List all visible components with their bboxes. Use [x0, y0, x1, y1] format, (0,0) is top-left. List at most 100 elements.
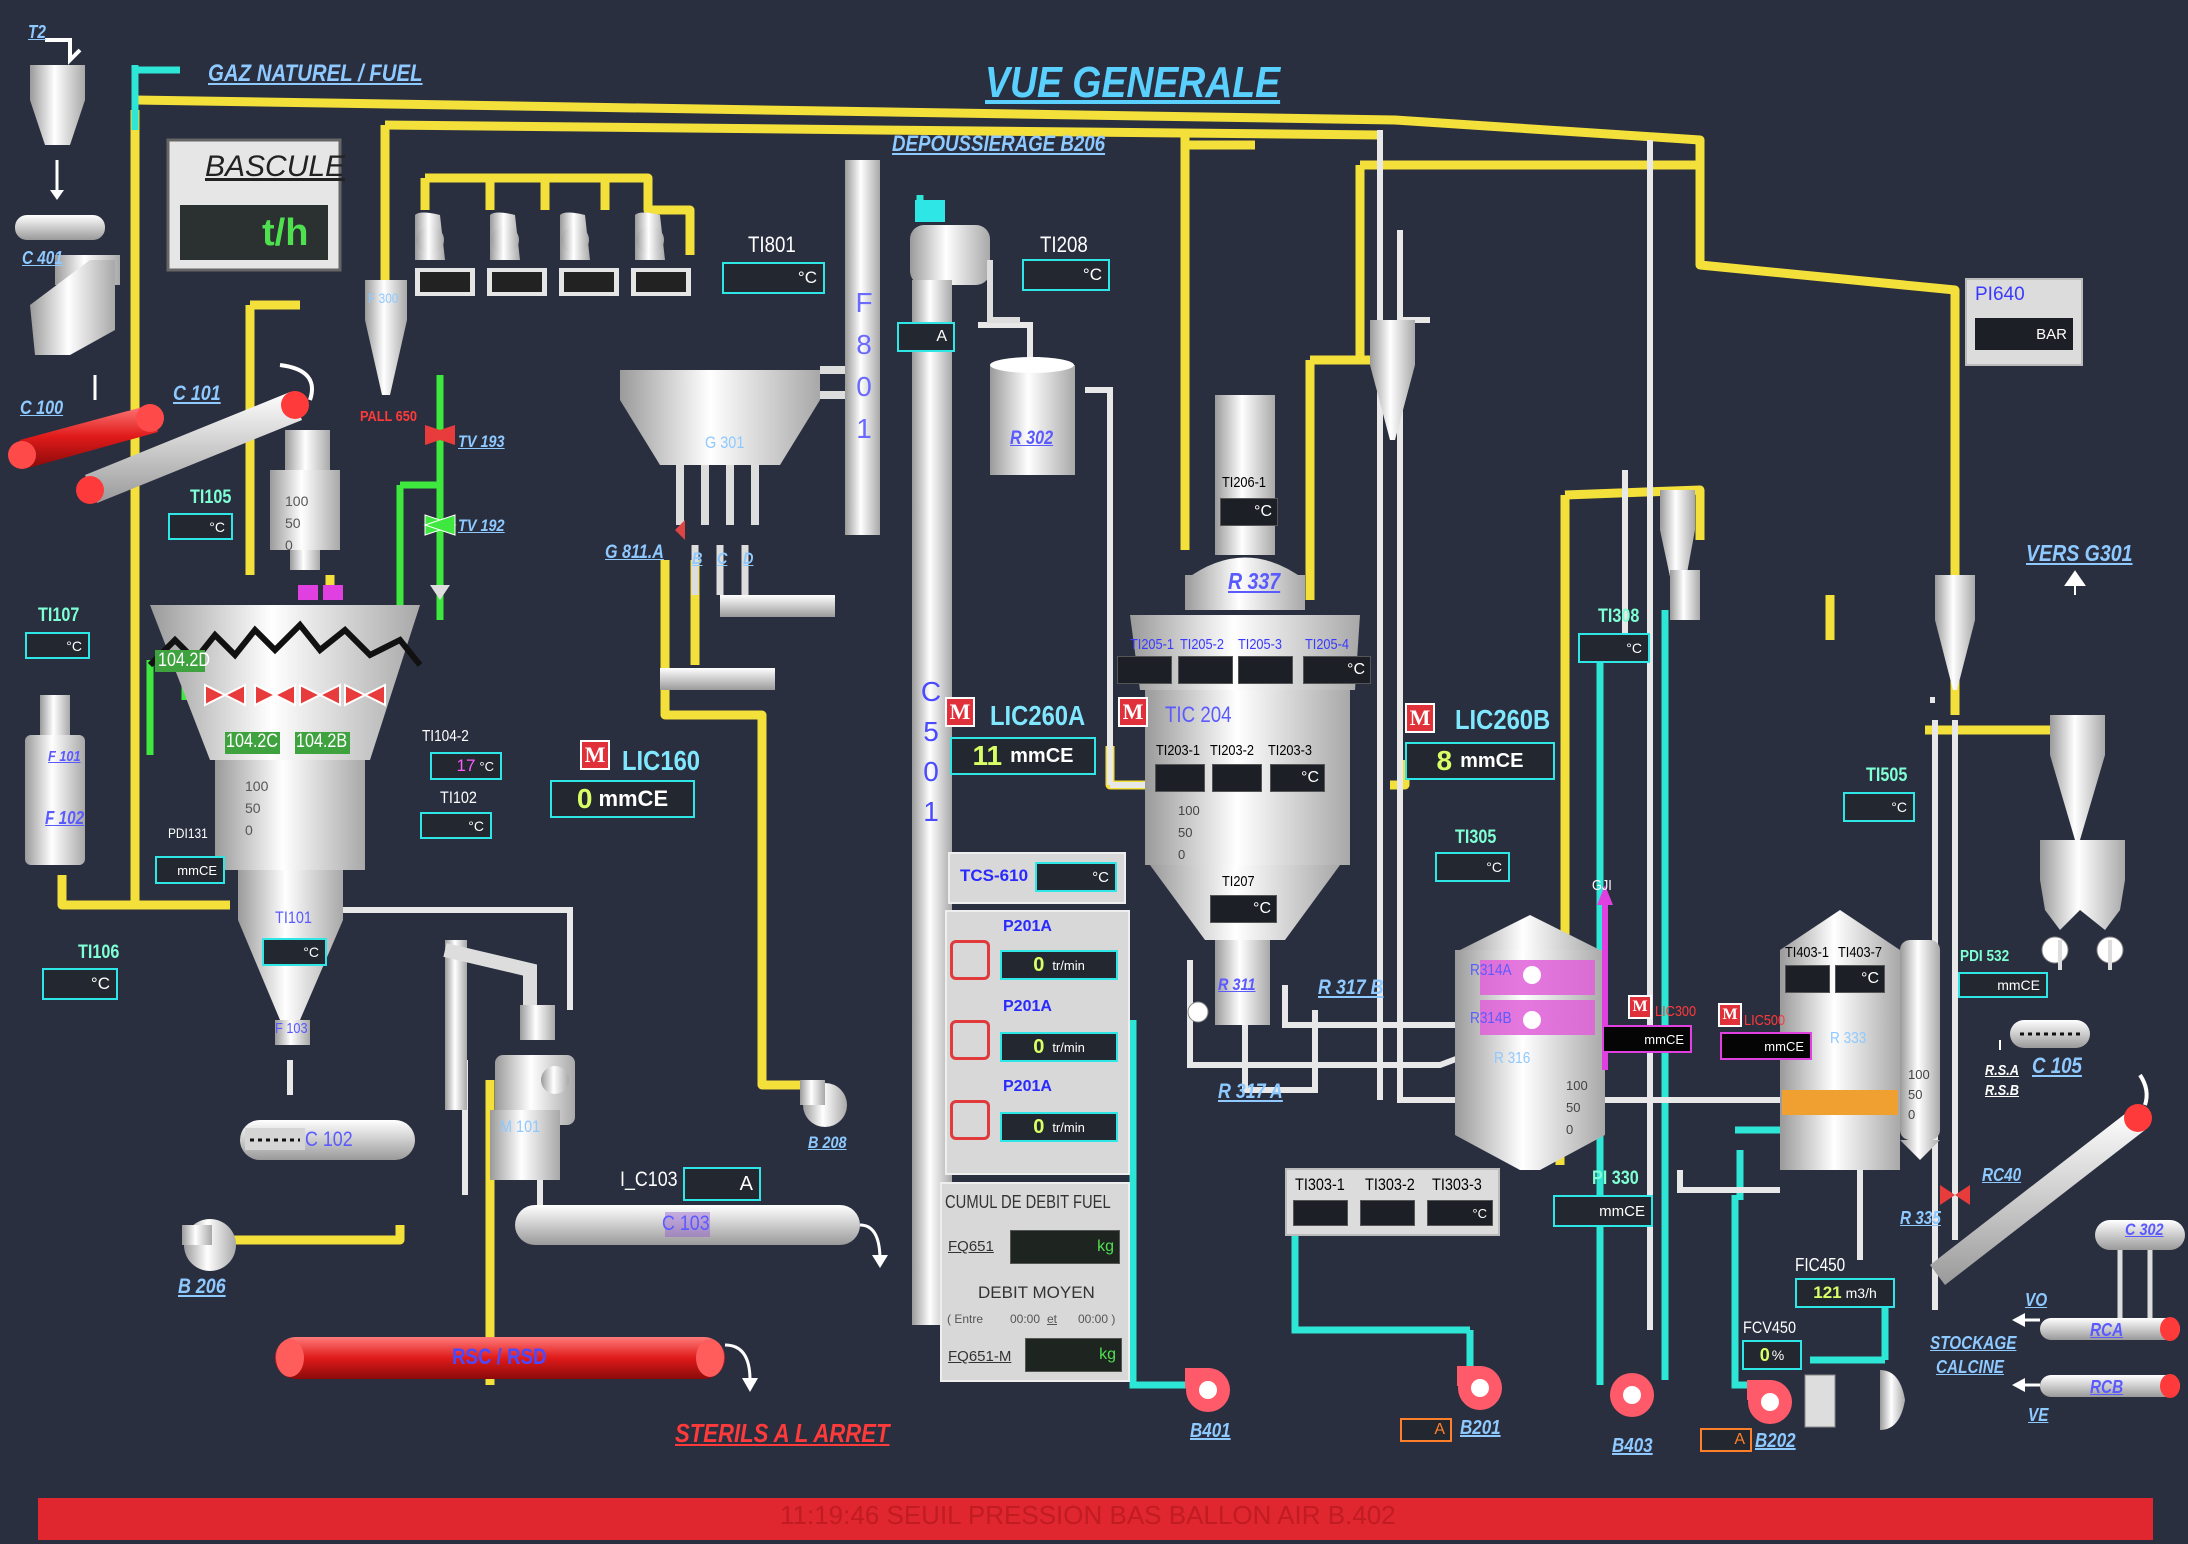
ti305-display[interactable]: °C [1435, 852, 1510, 882]
label-c105[interactable]: C 105 [2032, 1053, 2082, 1078]
label-b208[interactable]: B 208 [808, 1133, 847, 1152]
ti801-display[interactable]: °C [722, 262, 825, 294]
fcv450-display[interactable]: 0% [1742, 1340, 1802, 1370]
label-g811-b[interactable]: B [692, 549, 703, 568]
pump1-display[interactable]: 0 tr/min [1000, 950, 1118, 980]
pi640-display: BAR [1975, 318, 2073, 350]
gauge-r316: 100 50 0 [1566, 1075, 1588, 1141]
i-c103-display[interactable]: A [683, 1167, 761, 1201]
lic500-display[interactable]: mmCE [1720, 1032, 1812, 1060]
arrow-to-g301 [2064, 570, 2086, 595]
label-c103: C 103 [662, 1212, 710, 1235]
label-r335[interactable]: R 335 [1900, 1208, 1941, 1228]
lic500-motor-button[interactable]: M [1718, 1003, 1742, 1027]
lic260a-display[interactable]: 11 mmCE [950, 737, 1096, 775]
ti403-7-tag: TI403-7 [1838, 944, 1882, 961]
label-g811-c[interactable]: C [717, 549, 728, 568]
pi330-display[interactable]: mmCE [1553, 1195, 1653, 1227]
pdi532-display[interactable]: mmCE [1958, 972, 2048, 998]
storage-label-2: CALCINE [1936, 1357, 2004, 1377]
pump3-icon[interactable] [950, 1100, 990, 1140]
tic204-motor-button[interactable]: M [1118, 697, 1148, 727]
label-r302[interactable]: R 302 [1010, 428, 1054, 449]
label-c401[interactable]: C 401 [22, 248, 63, 268]
label-b206[interactable]: B 206 [178, 1275, 226, 1298]
column-c501 [910, 200, 1020, 1340]
ti208-display[interactable]: °C [1022, 259, 1110, 291]
lic300-motor-button[interactable]: M [1628, 995, 1652, 1019]
ti203-3-display[interactable]: °C [1270, 764, 1325, 792]
label-tv192[interactable]: TV 192 [458, 516, 505, 535]
lic260a-motor-button[interactable]: M [945, 697, 975, 727]
ti205-1-display[interactable] [1117, 656, 1172, 684]
label-rcb[interactable]: RCB [2090, 1377, 2124, 1397]
pump3-display[interactable]: 0 tr/min [1000, 1112, 1118, 1142]
label-r317b[interactable]: R 317 B [1318, 976, 1384, 999]
label-rsa[interactable]: R.S.A [1985, 1062, 2020, 1079]
ti102-display[interactable]: °C [420, 812, 492, 839]
ti205-4-display[interactable]: °C [1303, 656, 1371, 684]
column-right [1900, 940, 1940, 1160]
fq651m-display[interactable]: kg [1025, 1338, 1122, 1372]
ti106-display[interactable]: °C [42, 968, 118, 1000]
tcs610-display[interactable]: °C [1035, 862, 1117, 892]
pump2-value: 0 [1033, 1035, 1045, 1058]
ti105-display[interactable]: °C [168, 513, 233, 540]
ti203-1-display[interactable] [1155, 764, 1205, 792]
ti207-display[interactable]: °C [1210, 895, 1277, 923]
pump1-value: 0 [1033, 953, 1045, 976]
label-b403[interactable]: B403 [1612, 1435, 1653, 1457]
to-g301-link[interactable]: VERS G301 [2026, 540, 2133, 566]
label-r311[interactable]: R 311 [1218, 975, 1256, 994]
c501-amp-display[interactable]: A [897, 322, 955, 352]
conveyor-c105 [1999, 1020, 2090, 1050]
ti205-2-display[interactable] [1178, 656, 1233, 684]
ti205-3-display[interactable] [1238, 656, 1293, 684]
label-tv193[interactable]: TV 193 [458, 432, 505, 451]
ti208-tag: TI208 [1040, 232, 1088, 257]
ti107-display[interactable]: °C [25, 632, 90, 659]
ti203-2-display[interactable] [1212, 764, 1262, 792]
lic300-display[interactable]: mmCE [1602, 1025, 1692, 1053]
label-rc40[interactable]: RC40 [1982, 1165, 2022, 1185]
ti104-2-display[interactable]: 17 °C [430, 752, 502, 780]
lic160-display[interactable]: 0 mmCE [550, 780, 695, 818]
label-b401[interactable]: B401 [1190, 1420, 1231, 1442]
label-ve[interactable]: VE [2028, 1405, 2049, 1425]
pdi131-display[interactable]: mmCE [155, 856, 225, 884]
ti403-1-display[interactable] [1785, 965, 1830, 993]
lic260b-motor-button[interactable]: M [1405, 703, 1435, 733]
pump2-display[interactable]: 0 tr/min [1000, 1032, 1118, 1062]
lic160-motor-button[interactable]: M [580, 740, 610, 770]
label-b202[interactable]: B202 [1755, 1430, 1796, 1452]
label-r317a[interactable]: R 317 A [1218, 1080, 1283, 1103]
label-c100[interactable]: C 100 [20, 398, 64, 419]
label-b201[interactable]: B201 [1460, 1417, 1501, 1439]
label-r314a: R314A [1470, 962, 1512, 979]
ti303-3-display[interactable]: °C [1427, 1200, 1493, 1226]
label-c101[interactable]: C 101 [173, 382, 221, 405]
label-vo[interactable]: VO [2025, 1290, 2048, 1310]
label-rsb[interactable]: R.S.B [1985, 1082, 2020, 1099]
label-c302[interactable]: C 302 [2125, 1220, 2164, 1239]
alarm-message[interactable]: 11:19:46 SEUIL PRESSION BAS BALLON AIR B… [780, 1500, 1396, 1530]
b201-amp-display[interactable]: A [1400, 1418, 1452, 1442]
b202-amp-display[interactable]: A [1700, 1428, 1752, 1452]
pump2-icon[interactable] [950, 1020, 990, 1060]
pump1-icon[interactable] [950, 940, 990, 980]
label-r337[interactable]: R 337 [1228, 568, 1281, 594]
ti101-display[interactable]: °C [262, 938, 327, 966]
ti403-7-display[interactable]: °C [1835, 965, 1885, 993]
ti308-display[interactable]: °C [1578, 633, 1650, 663]
ti303-2-display[interactable] [1360, 1200, 1415, 1226]
ti303-1-display[interactable] [1293, 1200, 1348, 1226]
label-g811-d[interactable]: D [743, 549, 754, 568]
lic260b-display[interactable]: 8 mmCE [1405, 742, 1555, 780]
fic450-display[interactable]: 121 m3/h [1795, 1278, 1895, 1308]
ti505-display[interactable]: °C [1843, 792, 1915, 822]
ti206-1-display[interactable]: °C [1220, 498, 1278, 526]
pi640-panel[interactable]: PI640 BAR [1965, 278, 2083, 366]
label-g811[interactable]: G 811.A [605, 542, 664, 563]
label-rca[interactable]: RCA [2090, 1320, 2124, 1340]
fq651-display[interactable]: kg [1010, 1230, 1120, 1264]
